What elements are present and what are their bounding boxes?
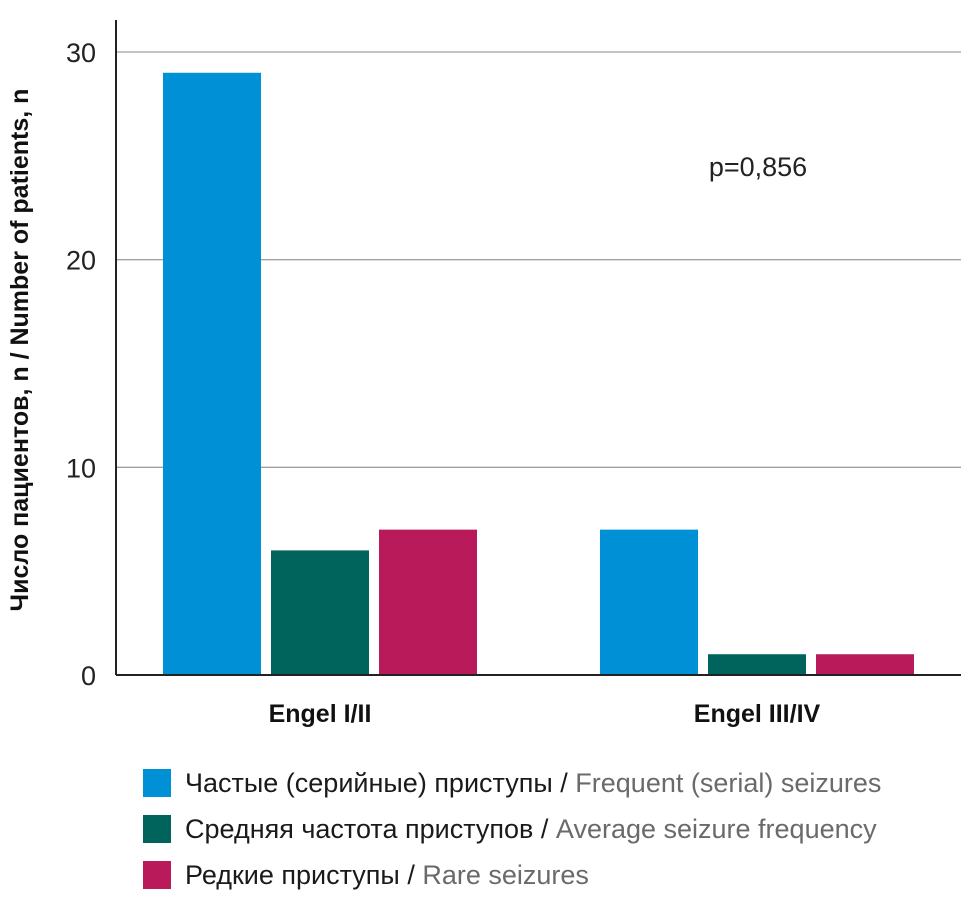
legend-swatch-frequent (143, 769, 171, 797)
legend-label-ru: Средняя частота приступов (185, 813, 534, 844)
y-axis-label: Число пациентов, n / Number of patients,… (6, 89, 34, 612)
bar-engel-1-2-series-1 (163, 72, 261, 676)
legend-label-en: Frequent (serial) seizures (575, 767, 882, 798)
y-tick-label: 10 (66, 453, 96, 483)
bars (163, 72, 914, 676)
y-tick-labels: 0 10 20 30 (66, 38, 96, 691)
bar-engel-3-4-series-1 (600, 529, 698, 675)
category-label: Engel III/IV (694, 700, 821, 728)
legend-label-en: Average seizure frequency (555, 813, 877, 844)
legend: Частые (серийные) приступы / Frequent (s… (143, 760, 881, 898)
bar-chart: 0 10 20 30 Engel I/II Engel III/IV Число пац… (6, 20, 961, 728)
bar-engel-3-4-series-2 (708, 654, 806, 675)
category-labels: Engel I/II Engel III/IV (269, 700, 821, 728)
legend-separator: / (407, 859, 415, 890)
y-tick-label: 0 (81, 661, 96, 691)
bar-engel-1-2-series-2 (271, 550, 369, 675)
legend-label-en: Rare seizures (422, 859, 589, 890)
p-value-annotation: p=0,856 (709, 152, 807, 182)
bar-engel-3-4-series-3 (816, 654, 914, 675)
category-label: Engel I/II (269, 700, 372, 728)
legend-separator: / (540, 813, 549, 844)
y-tick-label: 30 (66, 38, 96, 68)
bar-engel-1-2-series-3 (379, 529, 477, 675)
legend-separator: / (560, 767, 568, 798)
y-tick-label: 20 (66, 246, 96, 276)
legend-swatch-rare (143, 861, 171, 889)
legend-item-frequent: Частые (серийные) приступы / Frequent (s… (143, 760, 881, 806)
legend-item-average: Средняя частота приступов / Average seiz… (143, 806, 881, 852)
legend-label-ru: Редкие приступы (185, 859, 400, 890)
legend-item-rare: Редкие приступы / Rare seizures (143, 852, 881, 898)
legend-swatch-average (143, 815, 171, 843)
legend-label-ru: Частые (серийные) приступы (185, 767, 553, 798)
